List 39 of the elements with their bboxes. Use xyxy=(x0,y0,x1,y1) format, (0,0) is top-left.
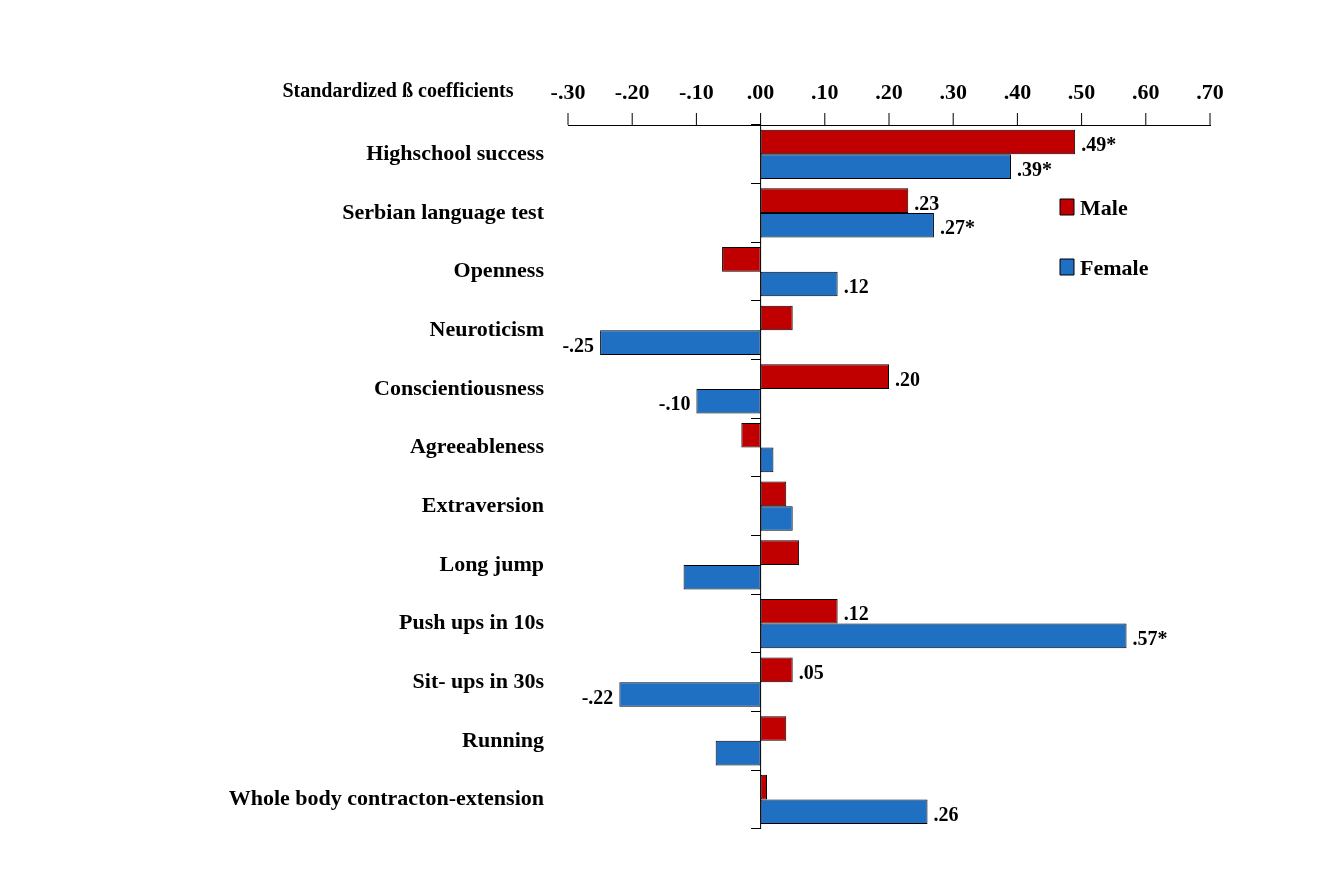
y-tick-label: Extraversion xyxy=(421,491,544,517)
data-label: .12 xyxy=(843,602,869,625)
y-tick-label: Running xyxy=(462,726,544,752)
x-tick-label: -.30 xyxy=(550,79,586,105)
data-label: -.25 xyxy=(562,333,595,356)
x-tick-label: -.20 xyxy=(614,79,650,105)
y-tick-label: Agreeableness xyxy=(409,433,545,459)
data-label: -.10 xyxy=(658,392,691,415)
data-label: .49* xyxy=(1081,133,1117,156)
x-tick-label: .00 xyxy=(746,79,775,105)
x-tick-label: .20 xyxy=(875,79,903,105)
legend-label: Male xyxy=(1080,194,1128,220)
data-label: .39* xyxy=(1016,157,1052,180)
y-tick-label: Push ups in 10s xyxy=(399,609,545,635)
legend-label: Female xyxy=(1080,254,1149,280)
y-tick-label: Conscientiousness xyxy=(374,374,545,400)
data-label: .12 xyxy=(843,275,869,298)
x-tick-label: .50 xyxy=(1067,79,1096,105)
x-tick-label: .10 xyxy=(811,79,839,105)
y-tick-label: Long jump xyxy=(439,550,544,576)
y-tick-label: Whole body contracton-extension xyxy=(228,785,544,811)
x-tick-label: -.10 xyxy=(678,79,714,105)
y-tick-label: Neuroticism xyxy=(429,315,544,341)
data-label: .26 xyxy=(933,802,959,825)
y-tick-label: Openness xyxy=(453,257,545,283)
data-label: .57* xyxy=(1132,627,1168,650)
data-label: .20 xyxy=(895,367,920,390)
x-tick-label: .70 xyxy=(1196,79,1224,105)
data-label: .23 xyxy=(914,191,940,214)
y-tick-label: Highschool success xyxy=(366,140,545,166)
x-axis-title: Standardized ß coefficients xyxy=(282,79,514,102)
data-label: -.22 xyxy=(581,685,614,708)
y-tick-label: Sit- ups in 30s xyxy=(412,667,545,693)
x-tick-label: .60 xyxy=(1132,79,1160,105)
data-label: .05 xyxy=(798,661,824,684)
data-label: .27* xyxy=(939,216,975,239)
x-tick-label: .30 xyxy=(939,79,967,105)
y-tick-label: Serbian language test xyxy=(342,198,545,224)
x-tick-label: .40 xyxy=(1003,79,1032,105)
